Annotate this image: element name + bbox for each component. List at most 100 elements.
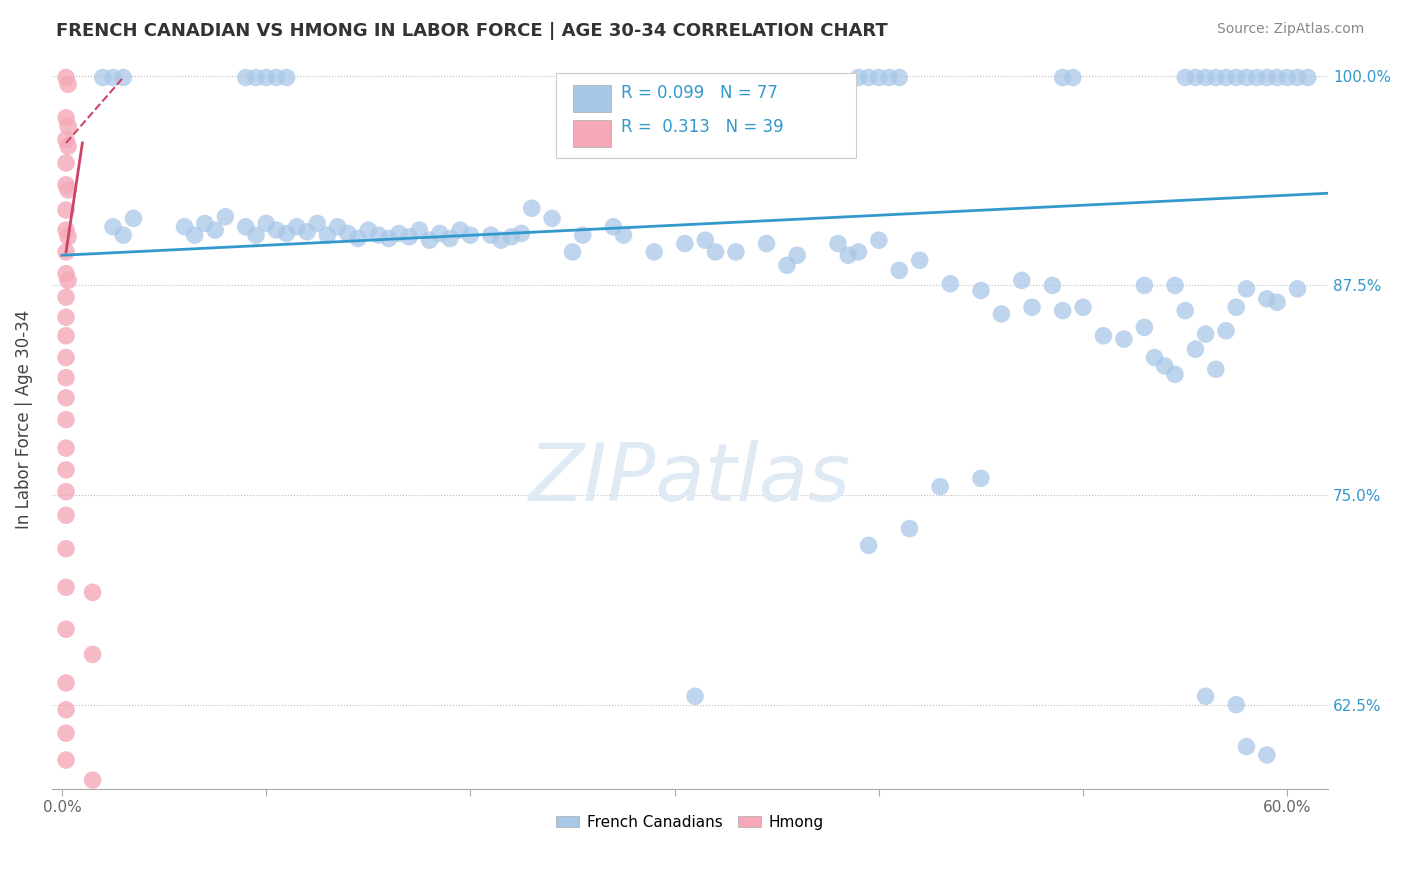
- Point: [1286, 282, 1309, 296]
- Point: [1062, 70, 1084, 85]
- Point: [1174, 303, 1197, 318]
- Point: [388, 227, 411, 241]
- Point: [1236, 282, 1258, 296]
- Point: [695, 233, 717, 247]
- Point: [520, 202, 543, 216]
- Point: [939, 277, 962, 291]
- Point: [1256, 747, 1278, 762]
- Point: [868, 233, 890, 247]
- Point: [82, 648, 104, 662]
- Point: [56, 273, 79, 287]
- Point: [398, 229, 420, 244]
- Point: [266, 223, 288, 237]
- Point: [1225, 70, 1247, 85]
- Point: [1296, 70, 1319, 85]
- Point: [55, 508, 77, 523]
- Point: [55, 391, 77, 405]
- Point: [55, 463, 77, 477]
- Point: [858, 70, 880, 85]
- Point: [112, 70, 135, 85]
- Point: [1225, 300, 1247, 314]
- Legend: French Canadians, Hmong: French Canadians, Hmong: [550, 809, 830, 836]
- Point: [235, 70, 257, 85]
- Point: [1071, 300, 1094, 314]
- Point: [479, 228, 502, 243]
- FancyBboxPatch shape: [555, 73, 856, 158]
- Point: [307, 216, 329, 230]
- Point: [848, 70, 870, 85]
- Point: [1143, 351, 1166, 365]
- Point: [970, 284, 993, 298]
- Point: [460, 228, 482, 243]
- Point: [254, 70, 277, 85]
- Point: [889, 70, 911, 85]
- Point: [1092, 328, 1115, 343]
- Point: [1205, 362, 1227, 376]
- Point: [1174, 70, 1197, 85]
- Point: [357, 223, 380, 237]
- Point: [214, 210, 236, 224]
- Point: [55, 753, 77, 767]
- Point: [541, 211, 564, 226]
- Point: [1133, 278, 1156, 293]
- Text: R =  0.313   N = 39: R = 0.313 N = 39: [621, 118, 783, 136]
- Point: [1236, 739, 1258, 754]
- Point: [112, 228, 135, 243]
- Point: [377, 231, 399, 245]
- Point: [55, 156, 77, 170]
- Point: [1225, 698, 1247, 712]
- Point: [868, 70, 890, 85]
- Point: [1265, 295, 1288, 310]
- Point: [55, 202, 77, 217]
- Point: [254, 216, 277, 230]
- Point: [55, 328, 77, 343]
- Point: [55, 223, 77, 237]
- Point: [55, 351, 77, 365]
- Point: [1215, 324, 1237, 338]
- Point: [55, 541, 77, 556]
- Point: [1133, 320, 1156, 334]
- Point: [1246, 70, 1268, 85]
- Point: [1256, 292, 1278, 306]
- Point: [643, 244, 665, 259]
- Point: [408, 223, 430, 237]
- Point: [173, 219, 195, 234]
- Point: [55, 580, 77, 594]
- Point: [898, 522, 921, 536]
- Text: Source: ZipAtlas.com: Source: ZipAtlas.com: [1216, 22, 1364, 37]
- Point: [56, 139, 79, 153]
- Point: [194, 216, 217, 230]
- Point: [970, 471, 993, 485]
- Point: [1164, 368, 1187, 382]
- Point: [1184, 342, 1206, 356]
- Point: [1215, 70, 1237, 85]
- Point: [1265, 70, 1288, 85]
- Point: [889, 263, 911, 277]
- Point: [510, 227, 533, 241]
- Point: [704, 244, 727, 259]
- Point: [1052, 303, 1074, 318]
- Point: [55, 726, 77, 740]
- Point: [245, 70, 267, 85]
- Point: [316, 228, 339, 243]
- Point: [724, 244, 747, 259]
- Point: [55, 703, 77, 717]
- Point: [827, 236, 849, 251]
- Point: [326, 219, 349, 234]
- Point: [1277, 70, 1299, 85]
- Point: [1112, 332, 1135, 346]
- Point: [848, 244, 870, 259]
- Point: [295, 225, 318, 239]
- Point: [929, 480, 952, 494]
- Point: [489, 233, 512, 247]
- Point: [82, 773, 104, 788]
- Point: [1286, 70, 1309, 85]
- Point: [439, 231, 461, 245]
- Point: [56, 119, 79, 133]
- Point: [1021, 300, 1043, 314]
- Point: [673, 236, 696, 251]
- Point: [776, 258, 799, 272]
- Point: [419, 233, 441, 247]
- Point: [55, 290, 77, 304]
- Point: [1042, 278, 1064, 293]
